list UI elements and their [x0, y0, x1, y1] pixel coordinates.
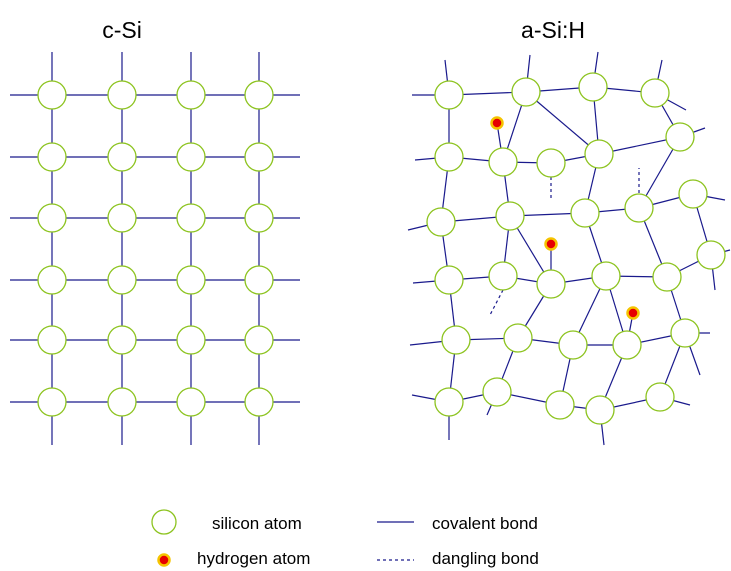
silicon-atom	[612, 330, 642, 360]
silicon-atom	[665, 122, 695, 152]
crystalline-lattice	[10, 52, 300, 445]
silicon-atom	[107, 387, 137, 417]
silicon-atom	[176, 265, 206, 295]
silicon-atom	[511, 77, 541, 107]
legend-hydrogen-icon	[157, 553, 171, 567]
silicon-atom	[624, 193, 654, 223]
silicon-atom	[37, 387, 67, 417]
title-a-si-h: a-Si:H	[521, 17, 585, 43]
hydrogen-atom	[626, 306, 640, 320]
silicon-atom	[426, 207, 456, 237]
legend-silicon-icon	[151, 509, 177, 535]
silicon-atom	[696, 240, 726, 270]
silicon-atom	[441, 325, 471, 355]
silicon-atom	[503, 323, 533, 353]
silicon-atom	[107, 80, 137, 110]
silicon-atom	[652, 262, 682, 292]
silicon-atom	[107, 203, 137, 233]
silicon-atom	[670, 318, 700, 348]
silicon-atom	[545, 390, 575, 420]
silicon-atom	[536, 148, 566, 178]
legend-hydrogen-label: hydrogen atom	[197, 549, 310, 568]
silicon-atom	[176, 387, 206, 417]
silicon-atom	[558, 330, 588, 360]
silicon-atom	[176, 325, 206, 355]
title-c-si: c-Si	[102, 17, 142, 43]
silicon-atom	[678, 179, 708, 209]
silicon-atom	[570, 198, 600, 228]
silicon-atom	[37, 265, 67, 295]
silicon-atom	[107, 325, 137, 355]
silicon-atom	[176, 142, 206, 172]
silicon-atom	[434, 387, 464, 417]
hydrogen-atom	[490, 116, 504, 130]
silicon-atom	[495, 201, 525, 231]
silicon-atom	[591, 261, 621, 291]
silicon-atom	[434, 80, 464, 110]
silicon-atom	[107, 142, 137, 172]
covalent-bond	[525, 91, 600, 155]
silicon-atom	[585, 395, 615, 425]
amorphous-lattice	[407, 51, 731, 446]
silicon-atom	[640, 78, 670, 108]
silicon-atom	[176, 203, 206, 233]
silicon-atom	[107, 265, 137, 295]
silicon-atom	[37, 203, 67, 233]
silicon-atom	[488, 261, 518, 291]
silicon-atom	[434, 142, 464, 172]
silicon-atom	[488, 147, 518, 177]
silicon-atom	[176, 80, 206, 110]
legend-covalent-label: covalent bond	[432, 514, 538, 533]
silicon-atom	[37, 80, 67, 110]
silicon-atom	[536, 269, 566, 299]
dangling-bond	[489, 289, 504, 316]
silicon-atom	[244, 80, 274, 110]
silicon-atom	[244, 387, 274, 417]
silicon-atom	[37, 142, 67, 172]
legend: silicon atom hydrogen atom covalent bond…	[151, 509, 539, 568]
silicon-atom	[434, 265, 464, 295]
legend-dangling-label: dangling bond	[432, 549, 539, 568]
hydrogen-atom	[544, 237, 558, 251]
legend-silicon-label: silicon atom	[212, 514, 302, 533]
silicon-atom	[244, 265, 274, 295]
silicon-atom	[584, 139, 614, 169]
silicon-atom	[244, 142, 274, 172]
silicon-atom	[578, 72, 608, 102]
silicon-atom	[244, 325, 274, 355]
silicon-atom	[37, 325, 67, 355]
silicon-atom	[645, 382, 675, 412]
silicon-atom	[482, 377, 512, 407]
silicon-atom	[244, 203, 274, 233]
